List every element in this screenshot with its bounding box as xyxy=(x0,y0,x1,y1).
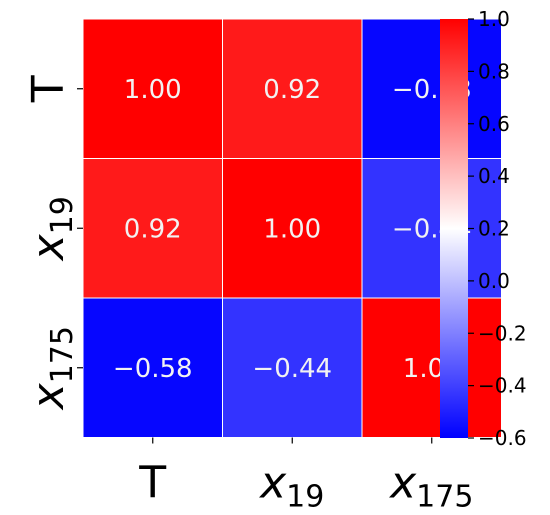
heatmap-cell xyxy=(82,18,223,159)
heatmap-cell xyxy=(222,158,363,299)
y-tick-label: x19 xyxy=(23,196,80,262)
cell-value-label: 0.92 xyxy=(124,214,182,244)
x-tick-label: x19 xyxy=(258,458,324,515)
colorbar-tick-label: 0.8 xyxy=(478,59,510,83)
cell-value-label: 0.92 xyxy=(263,75,321,105)
colorbar-tick-label: 0.0 xyxy=(478,269,510,293)
colorbar-tick-label: 0.4 xyxy=(478,164,510,188)
y-tick-label: T xyxy=(23,75,74,103)
heatmap-cell xyxy=(361,18,502,159)
heatmap-cell xyxy=(361,158,502,299)
colorbar: 1.0 0.8 0.6 0.4 0.2 0.0 −0.2 −0.4 −0.6 xyxy=(440,7,527,450)
x-tick-label: T xyxy=(138,458,166,509)
cell-value-label: 1.00 xyxy=(263,214,321,244)
heatmap-cell xyxy=(82,158,223,299)
colorbar-tick-label: −0.6 xyxy=(478,426,527,450)
heatmap-cell xyxy=(222,18,363,159)
colorbar-tick-label: −0.4 xyxy=(478,374,527,398)
colorbar-tick-label: 1.0 xyxy=(478,7,510,31)
cell-value-label: −0.58 xyxy=(113,354,193,384)
y-tick-label: x175 xyxy=(23,326,80,411)
colorbar-gradient xyxy=(440,19,468,438)
cell-value-label: −0.44 xyxy=(252,354,332,384)
heatmap-cells xyxy=(82,18,502,438)
heatmap-cell xyxy=(222,297,363,438)
colorbar-tick-label: 0.6 xyxy=(478,112,510,136)
colorbar-tick-label: −0.2 xyxy=(478,321,527,345)
cell-value-label: 1.00 xyxy=(124,75,182,105)
colorbar-tick-label: 0.2 xyxy=(478,217,510,241)
x-tick-label: x175 xyxy=(388,458,473,515)
